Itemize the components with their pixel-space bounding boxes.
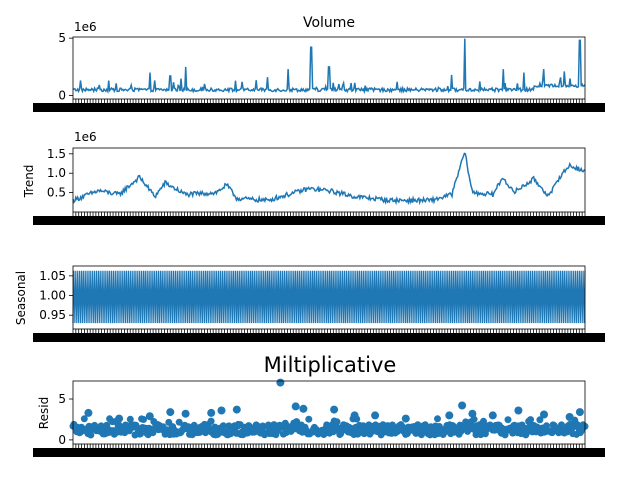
resid-point	[140, 416, 147, 423]
volume-panel: Volume 1e6 0 5	[33, 15, 605, 112]
resid-outlier-point	[232, 405, 241, 414]
resid-outlier-point	[330, 405, 339, 414]
resid-axes-frame	[72, 380, 586, 445]
resid-outlier-point	[458, 401, 467, 410]
resid-outlier-point	[514, 406, 523, 415]
resid-outlier-point	[575, 408, 584, 417]
resid-outlier-point	[181, 409, 190, 418]
resid-outlier-point	[371, 411, 380, 420]
resid-point	[527, 416, 534, 424]
resid-panel: Resid 0 5	[33, 378, 605, 457]
y-tick-label: 1.0	[47, 166, 66, 180]
volume-offset-text: 1e6	[74, 20, 97, 34]
resid-outlier-point	[276, 378, 285, 387]
y-tick-label: 1.05	[39, 269, 66, 283]
series-line	[72, 152, 586, 206]
resid-outlier-point	[145, 412, 154, 421]
series-line	[72, 38, 586, 95]
y-tick-label: 0.5	[47, 186, 66, 200]
resid-point	[480, 417, 487, 425]
y-tick-label: 1.5	[47, 147, 66, 161]
x-tick-labels-overlap	[33, 333, 605, 342]
y-tick-label: 0.95	[39, 308, 66, 322]
series-line	[72, 270, 586, 324]
seasonal-axis-label: Seasonal	[14, 271, 28, 325]
x-tick-labels-overlap	[33, 448, 605, 457]
resid-point	[333, 418, 341, 426]
resid-outlier-point	[401, 414, 410, 423]
resid-point	[434, 415, 441, 423]
resid-point	[137, 430, 145, 438]
resid-point	[87, 431, 95, 439]
resid-outlier-point	[350, 411, 359, 420]
resid-outlier-point	[468, 409, 477, 418]
resid-outlier-point	[166, 408, 175, 417]
resid-outlier-point	[540, 410, 548, 419]
resid-point	[207, 417, 215, 425]
resid-outlier-point	[207, 408, 216, 417]
trend-axes-frame	[72, 147, 586, 213]
resid-point	[536, 416, 544, 424]
x-tick-labels-overlap	[33, 216, 605, 225]
resid-outlier-point	[115, 414, 124, 423]
trend-panel: Trend 1e6 0.5 1.0 1.5	[22, 130, 605, 225]
resid-outlier-point	[565, 413, 574, 421]
resid-point	[80, 415, 88, 423]
y-tick-label: 5	[58, 31, 66, 45]
resid-outlier-point	[291, 402, 300, 411]
resid-outlier-point	[445, 411, 454, 420]
x-tick-labels-overlap	[33, 103, 605, 112]
resid-axis-label: Resid	[37, 397, 51, 429]
resid-point	[305, 415, 313, 423]
seasonal-panel: Seasonal 0.95 1.00 1.05	[14, 265, 605, 342]
seasonal-axes-frame	[72, 265, 586, 330]
y-tick-label: 5	[58, 392, 66, 406]
volume-axes-frame	[72, 36, 586, 100]
resid-outlier-point	[217, 406, 226, 415]
figure-suptitle: Miltiplicative	[264, 353, 397, 377]
y-tick-label: 1.00	[39, 289, 66, 303]
y-tick-label: 0	[58, 433, 66, 447]
resid-outlier-point	[84, 408, 93, 417]
resid-point	[126, 415, 134, 423]
y-tick-label: 0	[58, 89, 66, 103]
resid-outlier-point	[299, 404, 308, 413]
resid-point	[504, 416, 512, 424]
resid-point	[219, 422, 227, 430]
volume-panel-title: Volume	[303, 15, 355, 31]
trend-offset-text: 1e6	[74, 130, 97, 144]
trend-axis-label: Trend	[22, 165, 36, 199]
resid-outlier-point	[488, 411, 497, 420]
resid-point	[414, 421, 422, 429]
